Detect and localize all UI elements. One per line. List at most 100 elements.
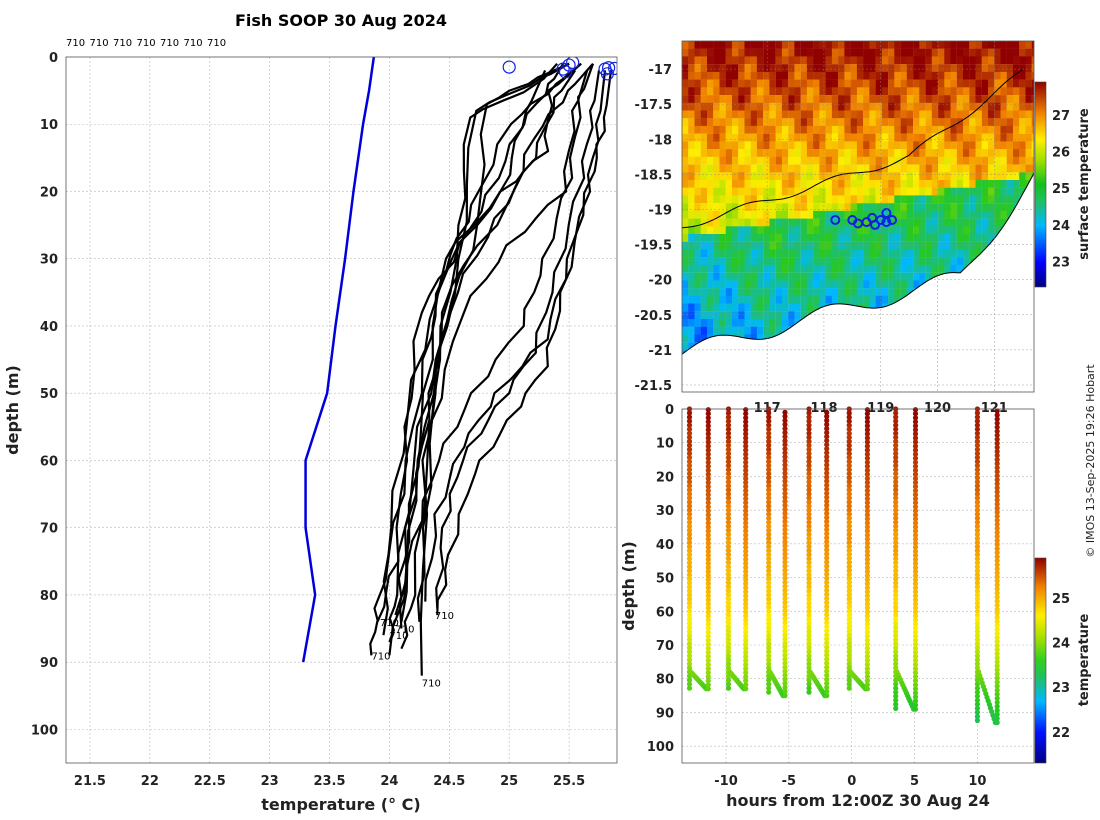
sst-cell — [813, 125, 820, 134]
section-dot — [705, 613, 711, 619]
top-profile-label: 710 — [66, 38, 85, 49]
section-dot — [806, 600, 812, 606]
sst-cell — [981, 71, 989, 80]
section-dot — [782, 636, 788, 642]
sst-cell — [788, 272, 795, 281]
section-dot — [824, 454, 830, 460]
sst-cell — [956, 133, 964, 142]
sst-cell — [844, 102, 851, 111]
sst-cell — [919, 95, 926, 103]
sst-cell — [744, 141, 751, 150]
sst-cell — [950, 218, 957, 227]
sst-cell — [856, 118, 864, 127]
sst-cell — [838, 64, 845, 73]
sst-cell — [850, 280, 857, 289]
sst-cell — [750, 41, 758, 49]
sst-cell — [881, 187, 889, 196]
section-dot — [912, 447, 919, 453]
section-dot — [846, 539, 852, 546]
section-dot — [725, 483, 732, 489]
sst-cell — [713, 64, 720, 73]
sst-cell — [950, 172, 957, 181]
sst-cell — [969, 241, 976, 250]
sst-cell — [1000, 218, 1007, 227]
sst-cell — [688, 249, 695, 258]
sst-cell — [950, 249, 957, 258]
sst-cell — [1000, 102, 1007, 111]
sst-cell — [794, 125, 801, 134]
sst-cell — [806, 87, 814, 96]
sst-cell — [806, 95, 814, 103]
sst-cell — [875, 257, 882, 266]
section-dot — [864, 605, 871, 611]
sst-cell — [813, 64, 820, 73]
sst-cell — [994, 87, 1001, 96]
sst-cell — [931, 95, 939, 103]
profile-end-label: 710 — [371, 651, 390, 662]
section-dot — [824, 567, 830, 573]
sst-cell — [963, 64, 970, 73]
sst-cell — [700, 164, 708, 173]
sst-cell — [894, 210, 901, 219]
sst-cell — [738, 264, 745, 273]
section-dot — [766, 624, 772, 631]
profile-line-p9 — [436, 70, 607, 616]
sst-cell — [806, 118, 814, 127]
sst-cell — [713, 280, 720, 289]
sst-cell — [869, 288, 876, 296]
sst-cell — [856, 195, 864, 204]
sst-cell — [981, 110, 989, 119]
section-dot — [912, 459, 919, 465]
section-dot — [705, 516, 711, 522]
section-dot — [725, 576, 732, 582]
section-dot — [782, 587, 788, 594]
sst-cell — [900, 288, 907, 296]
sst-cell — [944, 48, 951, 57]
sst-cell — [763, 288, 770, 296]
sst-cell — [894, 87, 901, 96]
sst-cell — [975, 141, 982, 150]
section-dot — [686, 503, 693, 509]
sst-cell — [694, 288, 701, 296]
sst-cell — [763, 41, 770, 49]
sst-cell — [1019, 48, 1026, 57]
section-dot — [994, 493, 1000, 499]
sst-cell — [800, 172, 808, 181]
section-dot — [974, 633, 981, 639]
sst-cell — [825, 195, 832, 204]
sst-cell — [781, 141, 789, 150]
sst-cell — [769, 118, 776, 127]
section-dot — [806, 596, 812, 602]
sst-cell — [938, 87, 945, 96]
section-dot — [824, 494, 830, 500]
sst-cell — [925, 210, 932, 219]
sst-cell — [994, 195, 1001, 204]
sst-cell — [750, 180, 758, 188]
sst-cell — [1000, 172, 1007, 181]
sst-cell — [856, 218, 864, 227]
sst-cell — [813, 226, 820, 235]
sst-cell — [838, 41, 845, 49]
sst-cell — [682, 110, 689, 119]
sst-cell — [707, 64, 714, 73]
section-dot — [806, 467, 812, 473]
sst-cell — [994, 226, 1001, 235]
sst-cell — [900, 241, 907, 250]
sst-cell — [913, 180, 920, 188]
sst-cell — [963, 156, 970, 165]
sst-cell — [925, 71, 932, 80]
sst-cell — [863, 156, 870, 165]
section-dot — [846, 592, 852, 598]
section-dot — [725, 499, 732, 505]
sst-cell — [913, 110, 920, 119]
sst-cell — [744, 249, 751, 258]
sst-cell — [788, 149, 795, 157]
section-dot — [766, 616, 772, 623]
sst-cell — [738, 125, 745, 134]
sst-cell — [931, 141, 939, 150]
sst-cell — [944, 56, 951, 65]
sst-cell — [775, 125, 783, 134]
sst-cell — [763, 56, 770, 65]
sst-cell — [981, 48, 989, 57]
section-dot — [705, 540, 711, 546]
